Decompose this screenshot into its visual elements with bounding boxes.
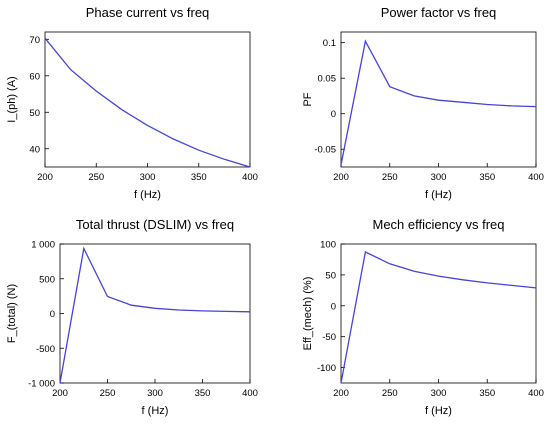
chart-title: Power factor vs freq — [381, 5, 497, 20]
y-tick-label: 1 000 — [31, 240, 55, 251]
x-tick-label: 300 — [147, 388, 163, 399]
x-tick-label: 350 — [195, 388, 211, 399]
x-axis-label: f (Hz) — [142, 405, 169, 417]
y-tick-label: 500 — [39, 274, 55, 285]
x-tick-label: 250 — [100, 388, 116, 399]
plot-frame — [340, 31, 537, 168]
x-axis-label: f (Hz) — [425, 189, 452, 201]
y-tick-label: -100 — [317, 363, 336, 374]
plot-frame — [44, 31, 251, 168]
x-tick-label: 200 — [52, 388, 68, 399]
x-tick-label: 300 — [431, 172, 447, 183]
x-tick-label: 400 — [528, 172, 544, 183]
chart-panel-1: Phase current vs freq 200 250 300 350 400 40 50… — [6, 5, 258, 201]
y-tick-label: -50 — [322, 332, 336, 343]
y-tick-label: 70 — [29, 35, 40, 46]
x-tick-label: 300 — [431, 388, 447, 399]
series-line — [44, 37, 251, 168]
y-tick-label: 40 — [29, 144, 40, 155]
x-tick-label: 250 — [382, 172, 398, 183]
x-tick-label: 200 — [333, 172, 349, 183]
x-tick-label: 400 — [242, 388, 258, 399]
x-tick-label: 250 — [88, 172, 104, 183]
y-tick-label: 100 — [320, 240, 336, 251]
x-axis-label: f (Hz) — [134, 189, 161, 201]
plot-frame — [340, 243, 537, 384]
y-tick-label: 50 — [29, 108, 40, 119]
chart-title: Total thrust (DSLIM) vs freq — [76, 217, 234, 232]
chart-panel-2: Power factor vs freq 200 250 300 350 400 -0.05… — [302, 5, 544, 201]
y-tick-label: 60 — [29, 71, 40, 82]
x-tick-label: 400 — [242, 172, 258, 183]
x-tick-label: 200 — [37, 172, 53, 183]
x-axis-label: f (Hz) — [425, 405, 452, 417]
chart-panel-3: Total thrust (DSLIM) vs freq 200 250 300 350… — [6, 217, 258, 417]
plot-frame — [59, 243, 251, 384]
series-line — [340, 251, 537, 384]
x-tick-label: 350 — [191, 172, 207, 183]
series-line — [340, 39, 537, 166]
x-tick-label: 400 — [528, 388, 544, 399]
y-tick-label: 0 — [331, 301, 336, 312]
y-axis-label: F_(total) (N) — [6, 284, 18, 343]
y-tick-label: -1 000 — [28, 379, 55, 390]
y-tick-label: 50 — [325, 270, 336, 281]
chart-title: Phase current vs freq — [86, 5, 210, 20]
series-line — [59, 246, 251, 384]
x-tick-label: 300 — [140, 172, 156, 183]
x-tick-label: 350 — [479, 388, 495, 399]
y-tick-label: 0 — [50, 309, 55, 320]
y-axis-label: PF — [302, 92, 314, 106]
y-tick-label: 0.05 — [318, 74, 337, 85]
chart-title: Mech efficiency vs freq — [373, 217, 505, 232]
chart-panel-4: Mech efficiency vs freq 200 250 300 350 400 -1… — [302, 217, 544, 417]
y-tick-label: 0.1 — [323, 38, 336, 49]
x-tick-label: 250 — [382, 388, 398, 399]
y-axis-label: Eff_(mech) (%) — [302, 277, 314, 351]
y-tick-label: -500 — [36, 344, 55, 355]
x-tick-label: 200 — [333, 388, 349, 399]
y-tick-label: -0.05 — [314, 145, 336, 156]
y-tick-label: 0 — [331, 109, 336, 120]
y-axis-label: I_(ph) (A) — [6, 76, 18, 122]
x-tick-label: 350 — [479, 172, 495, 183]
